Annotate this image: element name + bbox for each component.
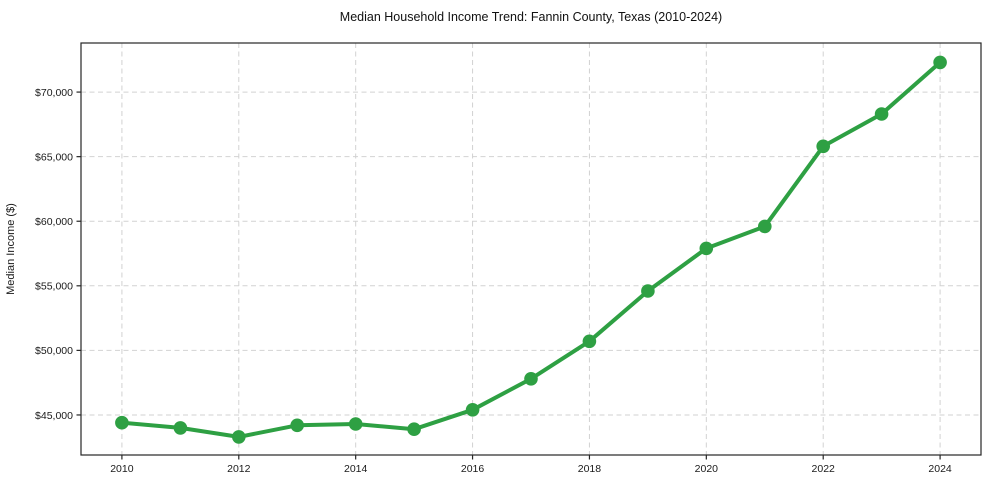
data-point-2011 [173,421,188,435]
y-axis-title: Median Income ($) [5,203,17,295]
data-point-2022 [816,139,830,154]
data-point-2012 [232,430,246,444]
data-point-2021 [758,219,772,234]
plot-border [80,42,982,456]
data-point-2016 [465,403,480,417]
y-tick-label: $65,000 [35,151,73,163]
data-point-2017 [524,372,538,386]
y-tick-label: $70,000 [35,87,73,99]
grid-layer [81,43,981,455]
data-point-2020 [699,241,714,256]
x-tick-label: 2018 [578,463,602,475]
y-tick-label: $50,000 [35,345,73,357]
y-tick-label: $60,000 [35,216,73,228]
data-point-2019 [641,284,655,298]
y-tick-label: $55,000 [35,281,73,293]
x-tick-label: 2014 [344,463,368,475]
data-point-2015 [407,422,421,437]
x-tick-label: 2022 [812,463,836,475]
x-tick-label: 2024 [928,463,952,475]
data-point-2014 [348,417,363,431]
y-tick-label: $45,000 [35,410,73,422]
x-tick-label: 2012 [227,463,251,475]
x-tick-label: 2020 [695,463,719,475]
data-point-2010 [115,415,129,430]
data-point-2023 [874,107,889,121]
axes-layer: 2010 2012 2014 2016 2018 2020 2022 2024 $45,000 $… [35,42,982,475]
x-tick-label: 2010 [110,463,134,475]
data-point-2024 [933,55,947,70]
data-point-2018 [582,334,597,349]
data-point-2013 [290,418,305,433]
x-tick-label: 2016 [461,463,485,475]
chart-title: Median Household Income Trend: Fannin Co… [340,10,722,24]
series-layer [115,55,947,444]
